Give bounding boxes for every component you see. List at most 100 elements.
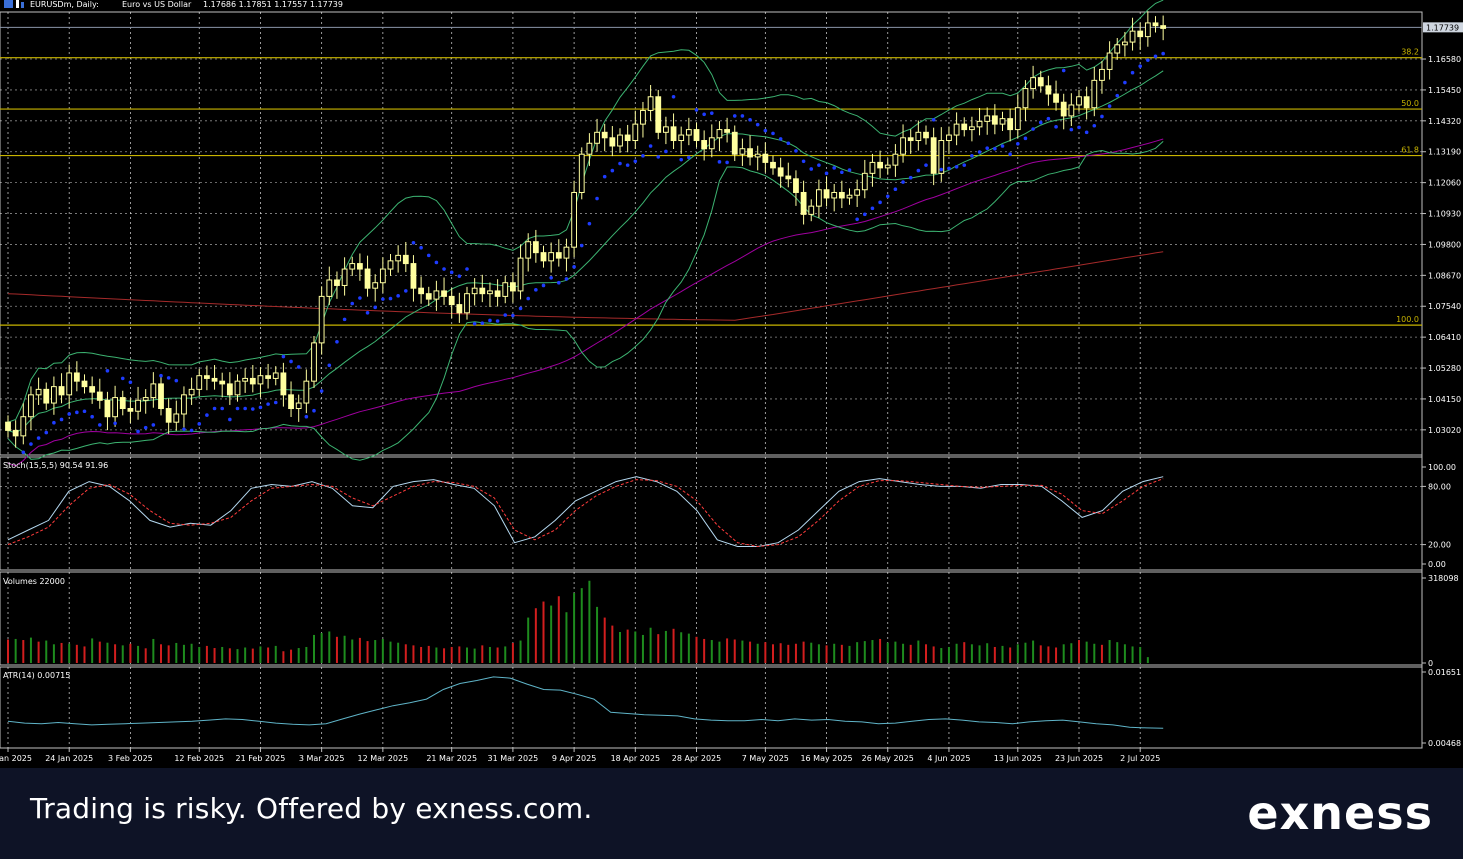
candle-bull[interactable] [1030,77,1036,90]
candle-bear[interactable] [1053,93,1059,103]
candle-bear[interactable] [119,397,126,410]
candle-bull[interactable] [716,129,723,139]
candle-bull[interactable] [196,375,203,390]
candle-bull[interactable] [861,172,868,191]
candle-bear[interactable] [479,287,486,295]
candle-bull[interactable] [349,263,356,270]
candle-bull[interactable] [632,123,639,142]
candle-bear[interactable] [1045,85,1052,95]
candle-bear[interactable] [624,134,631,142]
candle-bear[interactable] [89,386,96,393]
candle-bear[interactable] [701,140,708,150]
candle-bull[interactable] [869,161,876,174]
candle-bull[interactable] [854,189,861,196]
candle-bull[interactable] [548,252,555,262]
candle-bear[interactable] [226,383,233,396]
candle-bear[interactable] [877,161,884,169]
candle-bull[interactable] [1022,88,1029,109]
candle-bear[interactable] [1152,22,1159,27]
candle-bull[interactable] [51,386,57,404]
candle-bull[interactable] [685,129,692,136]
candle-bull[interactable] [295,402,302,410]
candle-bull[interactable] [892,153,899,166]
candle-bear[interactable] [364,268,371,289]
candle-bear[interactable] [510,282,516,292]
candle-bear[interactable] [81,380,88,388]
candle-bull[interactable] [272,372,279,379]
candle-bull[interactable] [708,137,715,150]
candle-bear[interactable] [334,279,340,286]
candle-bear[interactable] [555,252,562,259]
candle-bull[interactable] [135,399,141,412]
candle-bull[interactable] [640,109,646,125]
candle-bull[interactable] [617,134,623,147]
candle-bull[interactable] [372,282,379,289]
candle-bear[interactable] [793,178,799,193]
candle-bear[interactable] [12,429,19,437]
candle-bull[interactable] [181,394,187,415]
candle-bull[interactable] [1091,79,1098,109]
candle-bull[interactable] [808,205,815,215]
candle-bull[interactable] [303,380,310,404]
candle-bull[interactable] [969,126,975,131]
candle-bear[interactable] [5,421,11,431]
candle-bear[interactable] [930,137,937,174]
candle-bear[interactable] [73,372,80,382]
candle-bull[interactable] [387,260,394,270]
candle-bull[interactable] [578,153,585,193]
candle-bear[interactable] [425,293,432,300]
candle-bull[interactable] [142,397,149,401]
candle-bear[interactable] [1160,25,1167,29]
candle-bull[interactable] [525,241,532,259]
candle-bear[interactable] [1007,118,1014,131]
candle-bear[interactable] [1060,101,1067,117]
candle-bear[interactable] [1083,96,1090,109]
candle-bull[interactable] [379,268,386,284]
candle-bull[interactable] [471,287,478,295]
candle-bull[interactable] [112,397,118,418]
candle-bull[interactable] [1068,104,1075,117]
candle-bear[interactable] [43,388,50,404]
candle-bear[interactable] [655,96,662,133]
candle-bear[interactable] [127,408,134,412]
candle-bull[interactable] [816,189,822,207]
candle-bull[interactable] [1114,44,1121,54]
candle-bear[interactable] [249,377,256,385]
candle-bull[interactable] [846,194,853,199]
stochastic-panel[interactable] [0,476,1422,548]
candle-bear[interactable] [456,304,463,314]
candle-bear[interactable] [991,115,998,125]
candle-bull[interactable] [1122,41,1128,46]
candle-bull[interactable] [311,342,317,382]
candle-bull[interactable] [999,118,1006,125]
candle-bull[interactable] [257,375,264,385]
candle-bear[interactable] [288,394,294,410]
candle-bull[interactable] [1076,96,1082,106]
candle-bull[interactable] [976,120,983,128]
candle-bull[interactable] [188,388,195,396]
candle-bull[interactable] [326,279,333,297]
candle-bull[interactable] [563,246,570,259]
candle-bull[interactable] [938,140,945,174]
candle-bull[interactable] [831,191,838,199]
candle-bear[interactable] [601,131,608,139]
candle-bear[interactable] [211,377,218,382]
candle-bull[interactable] [1144,22,1151,38]
candle-bull[interactable] [586,142,593,155]
candle-bull[interactable] [1099,68,1105,81]
trading-chart[interactable]: 38.2 50.0 61.8 100.0 1.17739 1.16580 1.15450 1… [0,0,1463,768]
candle-bull[interactable] [66,372,73,396]
candle-bear[interactable] [532,241,539,254]
candle-bear[interactable] [1037,77,1044,87]
volume-panel[interactable] [7,580,1149,663]
candle-bull[interactable] [28,394,34,418]
candle-bear[interactable] [693,129,700,142]
candle-bull[interactable] [571,191,578,248]
candle-bear[interactable] [785,175,792,180]
candle-bull[interactable] [647,96,654,111]
candle-bear[interactable] [104,399,111,418]
candle-bull[interactable] [242,377,249,382]
candle-bull[interactable] [984,115,991,122]
candle-bear[interactable] [762,153,769,163]
